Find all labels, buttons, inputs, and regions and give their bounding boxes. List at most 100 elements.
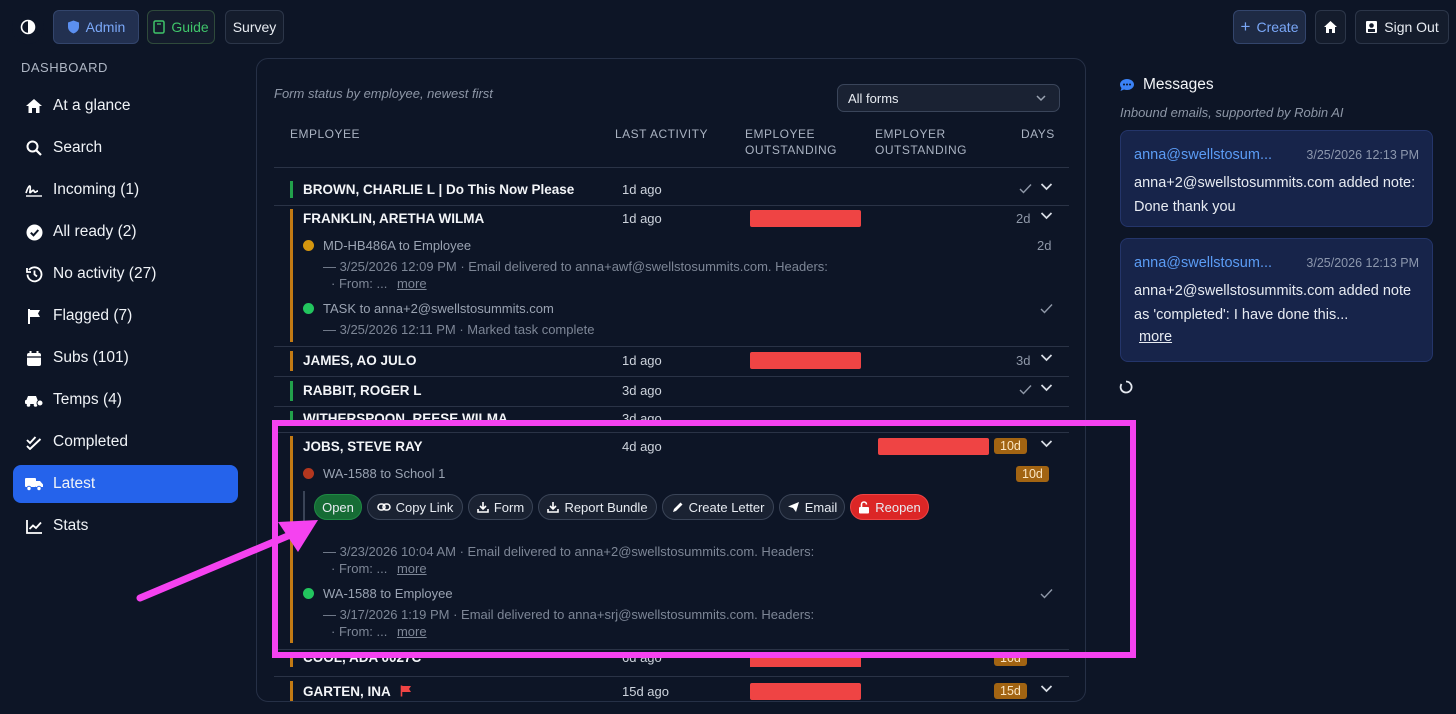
reopen-button[interactable]: Reopen xyxy=(850,494,929,520)
row-divider xyxy=(274,676,1069,677)
from-label: · From: ... xyxy=(331,276,388,291)
chevron-down-icon[interactable] xyxy=(1040,353,1053,363)
unlock-icon xyxy=(859,500,870,513)
chevron-down-icon[interactable] xyxy=(1040,182,1053,192)
open-button[interactable]: Open xyxy=(314,494,362,520)
more-link[interactable]: more xyxy=(396,624,427,639)
chevron-down-icon[interactable] xyxy=(1040,383,1053,393)
report-bundle-button[interactable]: Report Bundle xyxy=(538,494,657,520)
sidebar-item-all-ready[interactable]: All ready (2) xyxy=(13,213,238,251)
form-status-panel: Form status by employee, newest first Al… xyxy=(256,58,1086,702)
sidebar-title: DASHBOARD xyxy=(21,60,108,75)
table-row[interactable]: GARTEN, INA 15d ago 15d xyxy=(274,677,1069,701)
employer-outstanding-bar xyxy=(878,438,989,455)
reopen-label: Reopen xyxy=(875,499,921,515)
message-sender: anna@swellstosum... xyxy=(1134,255,1273,271)
form-button[interactable]: Form xyxy=(468,494,533,520)
email-label: Email xyxy=(804,499,838,515)
more-link[interactable]: more xyxy=(396,561,427,576)
header-divider xyxy=(274,167,1069,168)
admin-button[interactable]: Admin xyxy=(53,10,139,44)
status-bar xyxy=(290,181,293,198)
status-bar xyxy=(290,209,293,342)
contrast-icon xyxy=(20,19,36,35)
chevron-down-icon[interactable] xyxy=(1040,684,1053,694)
more-link[interactable]: more xyxy=(396,276,427,291)
create-letter-label: Create Letter xyxy=(688,499,765,515)
chevron-down-icon[interactable] xyxy=(1040,439,1053,449)
signature-icon xyxy=(23,182,45,198)
sidebar-item-label: Completed xyxy=(53,433,128,450)
email-from-line: · From: ... more xyxy=(331,561,427,576)
sidebar-item-label: Stats xyxy=(53,517,89,534)
status-bar xyxy=(290,681,293,701)
sidebar-item-completed[interactable]: Completed xyxy=(13,423,238,461)
days-badge: 15d xyxy=(994,683,1027,699)
sidebar-item-no-activity[interactable]: No activity (27) xyxy=(13,255,238,293)
form-item-title[interactable]: WA-1588 to School 1 xyxy=(323,466,446,481)
last-activity: 4d ago xyxy=(622,439,662,454)
sidebar-item-label: Flagged (7) xyxy=(53,307,133,324)
days-count: 3d xyxy=(1016,353,1031,368)
survey-label: Survey xyxy=(232,19,277,35)
status-dot xyxy=(303,240,314,251)
table-row[interactable]: JAMES, AO JULO 1d ago 3d xyxy=(274,347,1069,375)
guide-label: Guide xyxy=(171,19,209,35)
row-divider xyxy=(274,376,1069,377)
form-item-title[interactable]: MD-HB486A to Employee xyxy=(323,238,472,253)
status-bar xyxy=(290,411,293,423)
days-count: 2d xyxy=(1037,238,1052,253)
header-days: DAYS xyxy=(1021,127,1055,141)
check-icon xyxy=(1040,589,1053,599)
sidebar-item-latest[interactable]: Latest xyxy=(13,465,238,503)
email-button[interactable]: Email xyxy=(779,494,845,520)
admin-label: Admin xyxy=(85,19,126,35)
sign-out-button[interactable]: Sign Out xyxy=(1355,10,1449,44)
message-card[interactable]: anna@swellstosum... 3/25/2026 12:13 PM a… xyxy=(1120,130,1433,227)
copy-link-button[interactable]: Copy Link xyxy=(367,494,463,520)
survey-button[interactable]: Survey xyxy=(225,10,284,44)
sidebar-item-label: All ready (2) xyxy=(53,223,137,240)
email-from-line: · From: ... more xyxy=(331,276,427,291)
more-link[interactable]: more xyxy=(1139,329,1173,345)
status-bar xyxy=(290,381,293,401)
create-button[interactable]: + Create xyxy=(1233,10,1306,44)
message-sender: anna@swellstosum... xyxy=(1134,147,1273,163)
calendar-icon xyxy=(23,350,45,367)
flag-icon xyxy=(400,685,412,697)
form-item-title[interactable]: TASK to anna+2@swellstosummits.com xyxy=(323,301,554,316)
sidebar-item-label: Subs (101) xyxy=(53,349,129,366)
check-icon xyxy=(1019,385,1032,395)
create-letter-button[interactable]: Create Letter xyxy=(662,494,774,520)
message-card[interactable]: anna@swellstosum... 3/25/2026 12:13 PM a… xyxy=(1120,238,1433,362)
sign-out-label: Sign Out xyxy=(1384,19,1439,35)
header-last-activity: LAST ACTIVITY xyxy=(615,127,708,141)
theme-toggle-button[interactable] xyxy=(12,10,44,44)
top-bar: Admin Guide Survey + Create Sign Out xyxy=(0,0,1456,56)
form-item-title[interactable]: WA-1588 to Employee xyxy=(323,586,453,601)
sidebar-item-label: Incoming (1) xyxy=(53,181,140,198)
table-row[interactable]: BROWN, CHARLIE L | Do This Now Please 1d… xyxy=(274,177,1069,203)
check-icon xyxy=(1019,184,1032,194)
form-filter-select[interactable]: All forms xyxy=(837,84,1060,112)
search-icon xyxy=(23,140,45,156)
sidebar-item-temps[interactable]: Temps (4) xyxy=(13,381,238,419)
sidebar-item-search[interactable]: Search xyxy=(13,129,238,167)
sidebar-item-at-a-glance[interactable]: At a glance xyxy=(13,87,238,125)
send-icon xyxy=(787,502,799,512)
sidebar-item-stats[interactable]: Stats xyxy=(13,507,238,545)
employee-name: JOBS, STEVE RAY xyxy=(303,439,423,454)
chart-icon xyxy=(23,519,45,534)
sidebar-item-incoming[interactable]: Incoming (1) xyxy=(13,171,238,209)
table-row[interactable]: RABBIT, ROGER L 3d ago xyxy=(274,377,1069,405)
days-badge: 10d xyxy=(994,438,1027,454)
guide-button[interactable]: Guide xyxy=(147,10,215,44)
sidebar-item-subs[interactable]: Subs (101) xyxy=(13,339,238,377)
home-button[interactable] xyxy=(1315,10,1346,44)
chevron-down-icon[interactable] xyxy=(1040,211,1053,221)
message-time: 3/25/2026 12:13 PM xyxy=(1306,256,1419,270)
sidebar-item-flagged[interactable]: Flagged (7) xyxy=(13,297,238,335)
table-row[interactable]: FRANKLIN, ARETHA WILMA 1d ago 2d MD-HB48… xyxy=(274,206,1069,344)
email-from-line: · From: ... more xyxy=(331,624,427,639)
table-row[interactable]: JOBS, STEVE RAY 4d ago 10d WA-1588 to Sc… xyxy=(274,433,1069,648)
